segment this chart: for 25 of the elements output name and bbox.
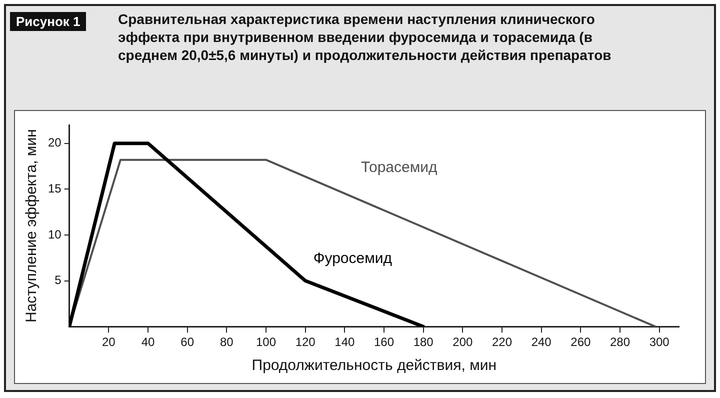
y-tick-label: 5 (54, 273, 62, 288)
x-tick-label: 120 (295, 335, 316, 350)
y-tick-label: 10 (48, 227, 62, 242)
x-axis-title: Продолжительность действия, мин (252, 357, 497, 374)
x-tick-label: 240 (531, 335, 552, 350)
x-tick-label: 80 (220, 335, 234, 350)
y-tick-label: 15 (48, 181, 62, 196)
text: Рисунок 1 (10, 12, 86, 31)
series-label: Фуросемид (313, 250, 392, 267)
x-tick-label: 100 (256, 335, 276, 350)
x-tick-label: 180 (413, 335, 434, 350)
x-tick-label: 260 (570, 335, 591, 350)
x-tick-label: 200 (452, 335, 474, 350)
x-tick-label: 220 (492, 335, 512, 350)
chart-title: Сравнительная характеристика времени наступления клинического эффекта при внутривенном введении фуросемида и торасемида (в среднем 20,0±5,6 минуты) и продолжительности действия препаратов (118, 10, 612, 64)
x-tick-label: 280 (610, 335, 630, 350)
x-tick-label: 140 (334, 335, 356, 350)
y-tick-label: 20 (48, 136, 62, 150)
x-tick-label: 20 (102, 335, 116, 350)
x-tick-label: 160 (374, 335, 394, 350)
x-tick-label: 300 (649, 335, 670, 350)
x-tick-label: 60 (180, 335, 194, 350)
y-axis-title: Наступление эффекта, мин (23, 129, 40, 322)
x-tick-label: 40 (141, 335, 156, 350)
series-label: Торасемид (361, 158, 438, 176)
